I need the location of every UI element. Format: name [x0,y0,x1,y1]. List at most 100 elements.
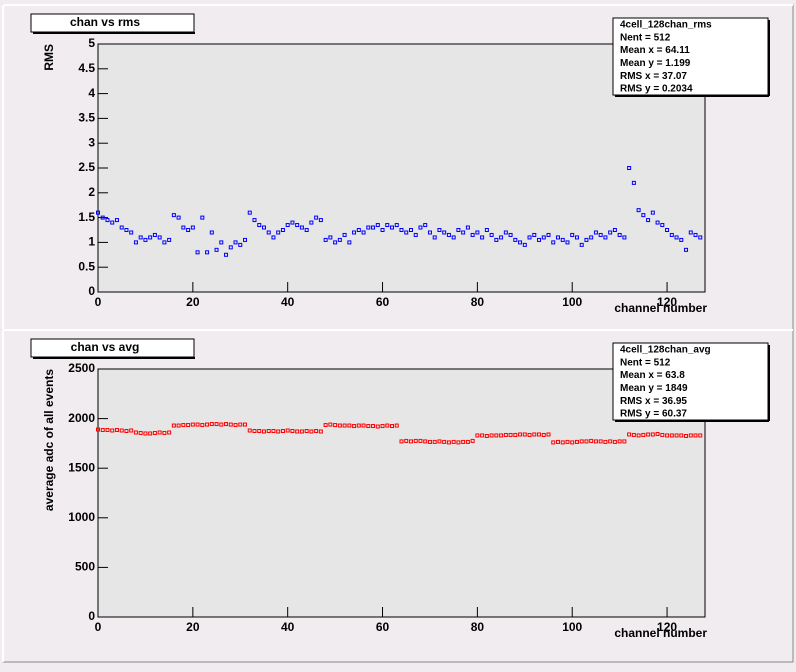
point [228,422,233,427]
point [385,223,390,228]
point [555,235,560,240]
point [257,223,262,228]
point [380,424,385,429]
point [200,215,205,220]
point [228,245,233,250]
point [124,228,129,232]
y-axis-label: RMS [42,44,56,71]
point [518,240,523,245]
point [205,422,210,427]
point [114,428,119,433]
point [318,218,323,223]
point [451,235,456,240]
point [541,432,546,437]
point [181,423,186,428]
point [432,439,437,444]
point [328,422,333,427]
point [385,423,390,428]
point [138,430,143,435]
stats-line: Mean y = 1.199 [620,58,691,69]
point [162,240,167,245]
point [574,235,579,240]
point [138,235,143,240]
point [238,242,243,247]
point [247,428,252,433]
point [337,423,342,428]
point [646,432,651,437]
point [233,423,238,428]
x-tick-label: 40 [281,620,295,634]
point [152,232,157,237]
point [309,220,314,225]
point [555,439,560,444]
point [650,210,655,215]
point [394,223,399,228]
x-tick-label: 120 [657,620,677,634]
stats-line: RMS y = 0.2034 [620,84,693,95]
point [508,432,513,437]
point [679,433,684,438]
point [200,423,205,428]
y-tick-label: 3 [88,135,95,149]
point [318,429,323,434]
point [361,423,366,428]
y-tick-label: 0 [88,284,95,298]
point [105,428,110,433]
point [593,230,598,235]
point [375,223,380,228]
point [551,440,556,445]
stats-line: RMS x = 37.07 [620,71,687,82]
point [408,439,413,444]
y-tick-label: 1000 [68,510,95,524]
point [299,225,304,230]
point [688,230,693,235]
point [589,235,594,240]
stats-line: Mean x = 64.11 [620,45,690,56]
point [427,230,432,235]
point [361,230,366,235]
point [114,218,119,223]
point [499,235,504,240]
y-tick-label: 500 [75,560,95,574]
point [489,433,494,438]
y-tick-label: 1 [88,235,95,249]
y-tick-label: 2.5 [78,160,95,174]
point [437,228,442,232]
point [100,215,105,220]
point [214,422,219,427]
point [247,210,252,215]
point [655,220,660,225]
point [337,237,342,242]
point [167,430,172,435]
point [314,215,319,220]
point [323,423,328,428]
point [266,230,271,235]
stats-line: Mean y = 1849 [620,383,688,394]
point [698,235,703,240]
point [356,228,361,232]
point [456,440,461,445]
point [105,218,110,223]
point [276,429,281,434]
point [461,439,466,444]
stats-box [612,17,769,96]
point [608,230,613,235]
point [423,439,428,444]
x-tick-label: 0 [95,295,102,309]
point [347,423,352,428]
point [394,423,399,428]
point [176,215,181,220]
point [442,230,447,235]
point [674,235,679,240]
point [565,240,570,245]
x-tick-label: 20 [186,620,200,634]
point [390,424,395,429]
point [333,240,338,245]
point [167,237,172,242]
point [603,235,608,240]
point [593,439,598,444]
x-axis-label: channel number [614,301,707,315]
point [612,439,617,444]
point [579,439,584,444]
point [295,429,300,434]
